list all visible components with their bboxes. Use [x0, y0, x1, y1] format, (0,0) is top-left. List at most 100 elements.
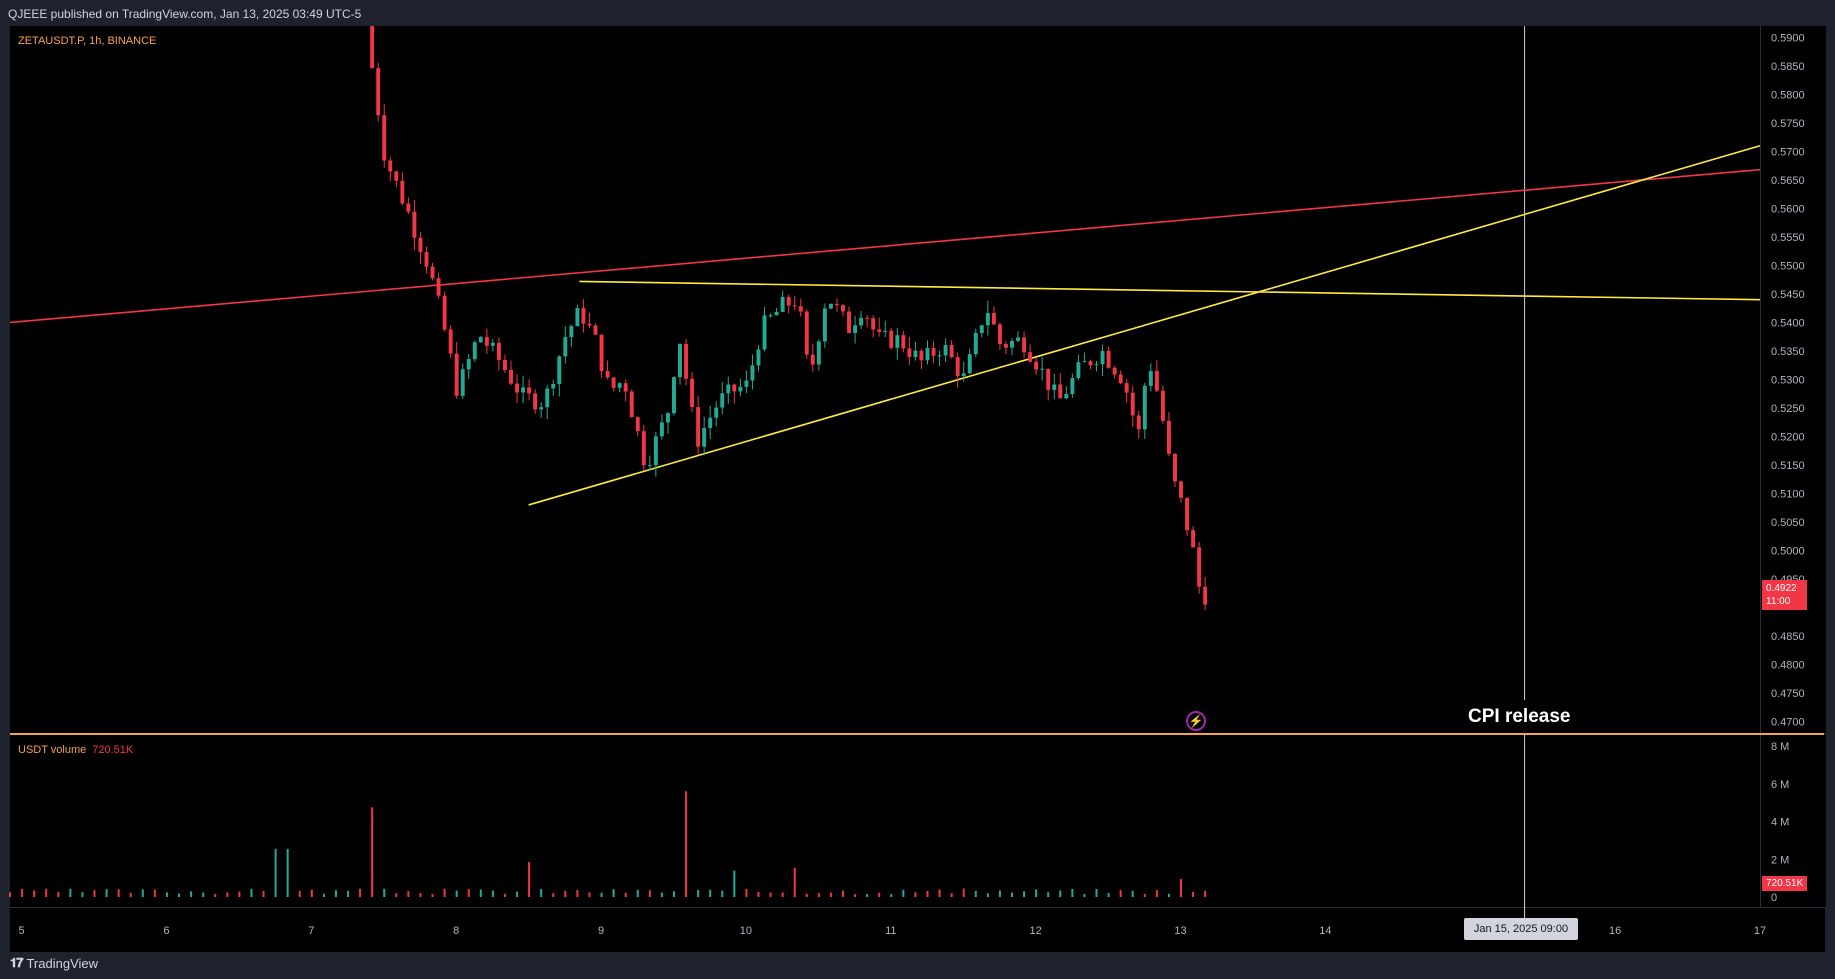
- price-tick-label: 0.5250: [1771, 403, 1805, 415]
- candle-body: [442, 295, 447, 330]
- candle-body: [406, 203, 411, 212]
- candle-body: [877, 329, 882, 332]
- time-tick-label: 14: [1319, 925, 1331, 937]
- candle-countdown: 11:00: [1766, 596, 1791, 608]
- current-price-value: 0.4922: [1766, 583, 1797, 595]
- candle-body: [943, 344, 948, 356]
- price-axis[interactable]: [1760, 26, 1826, 733]
- time-tick-label: 9: [598, 925, 604, 937]
- volume-bar: [359, 888, 362, 897]
- candle-body: [702, 428, 707, 447]
- candle-body: [418, 237, 423, 253]
- volume-bar: [310, 889, 313, 897]
- candle-body: [617, 383, 622, 388]
- price-tick-label: 0.5900: [1771, 32, 1805, 44]
- volume-bar: [1131, 890, 1134, 897]
- candle-body: [466, 359, 471, 370]
- volume-tick-label: 2 M: [1771, 854, 1789, 866]
- price-tick-label: 0.5700: [1771, 146, 1805, 158]
- volume-bar: [455, 890, 458, 897]
- candle-body: [575, 308, 580, 327]
- volume-bar: [962, 888, 965, 897]
- volume-bar: [926, 890, 929, 897]
- price-pane[interactable]: [10, 26, 1760, 733]
- pane-separator[interactable]: [10, 733, 1824, 735]
- volume-bar: [419, 893, 422, 897]
- volume-bar: [841, 890, 844, 897]
- volume-bar: [129, 892, 132, 897]
- volume-bar: [1180, 879, 1183, 897]
- volume-legend[interactable]: USDT volume 720.51K: [18, 744, 133, 756]
- time-tick-label: 7: [308, 925, 314, 937]
- price-tick-label: 0.5150: [1771, 460, 1805, 472]
- candle-body: [907, 348, 912, 358]
- candle-body: [1034, 361, 1039, 370]
- candle-body: [1179, 481, 1183, 498]
- candle-body: [865, 317, 870, 319]
- candle-body: [569, 326, 574, 338]
- volume-bar: [769, 892, 772, 897]
- volume-bar: [1167, 893, 1170, 897]
- candle-body: [985, 313, 990, 326]
- symbol-legend[interactable]: ZETAUSDT.P, 1h, BINANCE: [18, 35, 157, 47]
- price-tick-label: 0.5100: [1771, 489, 1805, 501]
- candle-body: [672, 377, 676, 414]
- time-tick-label: 12: [1030, 925, 1042, 937]
- candle-body: [448, 329, 453, 354]
- candle-body: [647, 465, 652, 467]
- volume-bar: [805, 893, 808, 897]
- volume-bar: [1119, 890, 1122, 897]
- candle-body: [1197, 547, 1202, 587]
- candle-body: [1136, 415, 1141, 430]
- volume-pane[interactable]: [10, 735, 1760, 907]
- crosshair-date-label: Jan 15, 2025 09:00: [1464, 918, 1578, 940]
- time-tick-label: 8: [453, 925, 459, 937]
- volume-bar: [998, 890, 1001, 897]
- volume-bar: [890, 894, 893, 897]
- candle-body: [1004, 344, 1008, 348]
- volume-bar: [1107, 893, 1110, 897]
- candle-body: [376, 68, 381, 116]
- candle-body: [454, 353, 459, 396]
- candle-body: [388, 160, 393, 172]
- time-tick-label: 11: [885, 925, 896, 937]
- candle-body: [1040, 368, 1045, 370]
- candle-body: [545, 388, 550, 408]
- candle-body: [973, 333, 978, 355]
- candle-body: [509, 369, 513, 384]
- candle-body: [1082, 361, 1087, 363]
- publish-text: QJEEE published on TradingView.com, Jan …: [8, 7, 362, 21]
- candle-body: [478, 337, 483, 343]
- volume-bar: [1023, 891, 1026, 897]
- candle-body: [635, 417, 640, 432]
- price-tick-label: 0.5800: [1771, 89, 1805, 101]
- axis-labels-layer: 0.5900 0.5850 0.5800 0.5750 0.5700 0.5650 0.56…: [19, 32, 1805, 937]
- price-tick-label: 0.5350: [1771, 346, 1805, 358]
- event-lightning-icon[interactable]: ⚡: [1186, 711, 1206, 731]
- candle-body: [412, 211, 417, 238]
- volume-bar: [564, 890, 567, 897]
- candle-body: [629, 391, 634, 418]
- candle-body: [1148, 371, 1153, 386]
- candle-body: [1028, 352, 1033, 362]
- cpi-release-annotation[interactable]: CPI release: [1468, 706, 1571, 727]
- candle-body: [1070, 378, 1075, 394]
- tradingview-brand[interactable]: 𝟏𝟕 TradingView: [10, 955, 98, 971]
- candle-body: [1088, 361, 1093, 366]
- candle-body: [822, 308, 827, 342]
- volume-bar: [117, 889, 120, 897]
- candle-body: [605, 371, 610, 378]
- volume-bar: [914, 892, 917, 897]
- candle-body: [847, 311, 851, 333]
- volume-bar: [226, 892, 229, 897]
- volume-bar: [57, 892, 60, 897]
- volume-bar: [93, 890, 96, 897]
- volume-bar: [298, 890, 301, 897]
- candle-body: [1016, 337, 1020, 341]
- candle-body: [430, 266, 435, 279]
- candle-body: [780, 296, 785, 312]
- volume-legend-value: 720.51K: [92, 744, 134, 756]
- volume-bar: [817, 892, 820, 897]
- price-tick-label: 0.5400: [1771, 317, 1805, 329]
